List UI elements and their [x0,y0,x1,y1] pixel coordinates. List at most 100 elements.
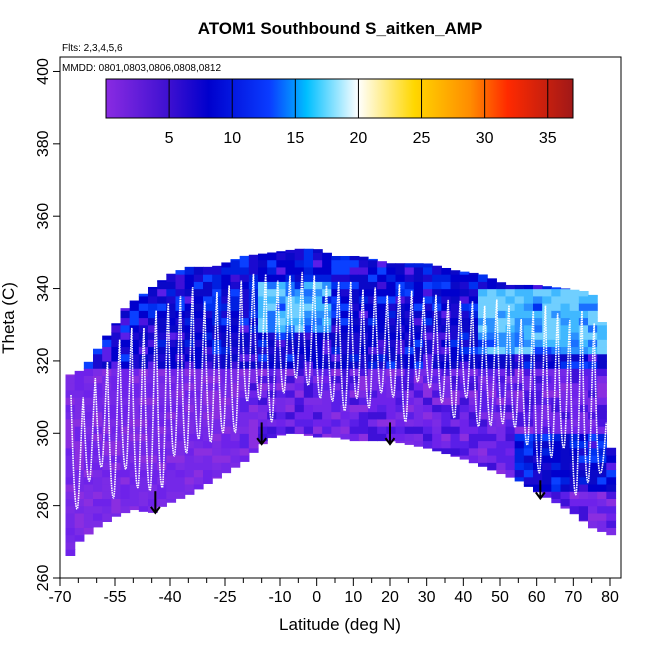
heatmap-cell [129,404,140,413]
heatmap-cell [569,289,580,297]
heatmap-cell [267,375,277,384]
heatmap-cell [239,310,250,319]
heatmap-cell [487,331,497,340]
heatmap-cell [450,331,461,340]
heatmap-cell [294,252,305,261]
heatmap-cell [331,426,342,434]
heatmap-cell [505,447,516,456]
heatmap-cell [230,360,241,369]
heatmap-cell [276,310,287,319]
heatmap-cell [212,382,222,391]
heatmap-cell [606,491,617,500]
heatmap-cell [606,462,617,471]
heatmap-cell [413,411,424,420]
heatmap-cell [386,360,397,369]
heatmap-cell [285,404,296,413]
heatmap-cell [496,418,507,427]
heatmap-cell [184,274,195,282]
heatmap-cell [569,469,580,478]
heatmap-cell [368,433,378,442]
heatmap-cell [230,339,241,348]
heatmap-cell [193,404,204,413]
heatmap-cell [569,389,580,398]
heatmap-cell [193,295,204,304]
heatmap-cell [432,295,442,304]
heatmap-cell [138,397,149,405]
heatmap-cell [285,411,296,420]
heatmap-cell [349,255,360,261]
heatmap-cell [413,274,424,282]
heatmap-cell [267,418,277,427]
heatmap-cell [468,411,479,420]
heatmap-cell [303,288,314,297]
heatmap-cell [542,462,552,471]
heatmap-cell [267,303,277,311]
heatmap-cell [514,360,525,369]
heatmap-cell [423,389,433,398]
heatmap-cell [386,433,397,442]
heatmap-cell [193,389,204,398]
heatmap-cell [551,426,562,434]
heatmap-cell [239,259,250,268]
heatmap-cell [478,426,488,434]
heatmap-cell [285,360,296,369]
heatmap-cell [377,433,387,442]
heatmap-cell [588,462,598,471]
heatmap-cell [542,288,552,297]
heatmap-cell [120,346,131,355]
heatmap-cell [102,404,112,413]
heatmap-cell [496,295,507,304]
heatmap-cell [129,389,140,398]
heatmap-cell [331,404,342,413]
heatmap-cell [157,324,167,333]
heatmap-cell [258,310,268,319]
heatmap-cell [349,310,360,319]
heatmap-cell [193,426,204,434]
heatmap-cell [120,483,131,492]
heatmap-cell [221,389,232,398]
flights-annotation: Flts: 2,3,4,5,6 [62,43,123,54]
heatmap-cell [395,339,406,348]
heatmap-cell [423,404,433,413]
heatmap-cell [221,324,232,333]
heatmap-cell [193,360,204,369]
heatmap-cell [569,375,580,384]
heatmap-cell [588,294,598,297]
heatmap-cell [459,310,470,319]
heatmap-cell [184,382,195,391]
heatmap-cell [285,331,296,340]
heatmap-cell [276,317,287,326]
heatmap-cell [175,270,186,275]
heatmap-cell [230,353,241,362]
heatmap-cell [340,375,351,384]
heatmap-cell [239,295,250,304]
heatmap-cell [432,281,442,290]
heatmap-cell [523,339,534,348]
x-tick-label: 20 [381,589,399,606]
heatmap-cell [248,339,259,348]
heatmap-cell [175,418,186,427]
heatmap-cell [148,368,158,376]
heatmap-cell [148,339,158,348]
heatmap-cell [551,483,562,492]
heatmap-cell [514,331,525,340]
x-tick-label: 40 [454,589,472,606]
heatmap-cell [533,447,543,456]
heatmap-cell [404,281,415,290]
heatmap-cell [313,274,323,282]
heatmap-cell [496,324,507,333]
heatmap-cell [349,324,360,333]
heatmap-cell [487,368,497,376]
heatmap-cell [423,339,433,348]
heatmap-cell [258,266,268,275]
heatmap-cell [65,418,76,427]
heatmap-cell [578,291,589,297]
heatmap-cell [606,505,617,514]
heatmap-cell [404,263,415,268]
heatmap-cell [276,433,287,436]
flight-arrow [150,491,161,515]
x-axis-label: Latitude (deg N) [279,615,401,634]
heatmap-cell [294,259,305,268]
heatmap-cell [331,274,342,282]
heatmap-cell [368,426,378,434]
